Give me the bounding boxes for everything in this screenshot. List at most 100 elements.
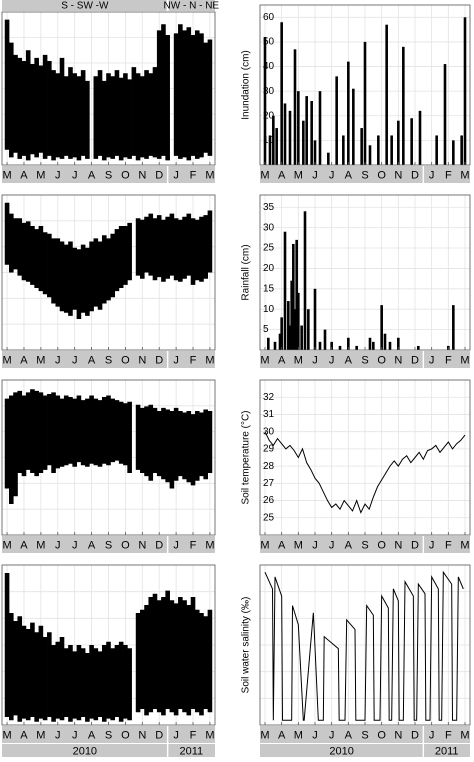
y-tick-label: 30 <box>263 222 275 233</box>
x-tick-label: M <box>36 539 45 551</box>
spike <box>397 337 400 350</box>
spike <box>335 76 338 165</box>
spike <box>383 333 387 350</box>
x-tick-label: J <box>173 539 179 551</box>
month-strip <box>168 166 215 183</box>
x-tick-label: S <box>361 354 368 366</box>
spike <box>402 46 405 165</box>
spike <box>418 110 422 165</box>
spike <box>363 41 367 165</box>
x-tick-label: O <box>121 169 130 181</box>
month-strip <box>260 536 423 553</box>
x-tick-label: D <box>155 539 163 551</box>
y-tick-label: 10 <box>263 304 275 315</box>
y-tick-label: 35 <box>263 202 275 213</box>
panel: S - SW -W NW - N - NEM A M J J A S O N D J F M <box>1 0 219 183</box>
spike <box>347 337 350 350</box>
x-tick-label: N <box>138 354 146 366</box>
x-tick-label: F <box>445 539 452 551</box>
month-strip <box>424 166 470 183</box>
x-tick-label: J <box>312 169 318 181</box>
x-tick-label: O <box>377 729 386 741</box>
x-tick-label: A <box>345 729 353 741</box>
month-strip <box>168 351 215 368</box>
month-strip <box>2 166 167 183</box>
x-tick-label: M <box>205 729 214 741</box>
spike <box>360 128 363 165</box>
spike <box>267 337 270 350</box>
x-tick-label: N <box>394 729 402 741</box>
spike <box>410 118 413 165</box>
x-tick-label: J <box>329 729 335 741</box>
x-tick-label: A <box>278 354 286 366</box>
x-tick-label: A <box>278 539 286 551</box>
year-label: 2010 <box>73 745 97 757</box>
spike <box>323 329 327 350</box>
x-tick-label: A <box>20 169 28 181</box>
x-tick-label: M <box>205 539 214 551</box>
x-tick-label: M <box>2 539 11 551</box>
x-tick-label: N <box>394 354 402 366</box>
y-tick-label: 30 <box>263 426 275 437</box>
x-tick-label: D <box>155 169 163 181</box>
y-tick-label: 25 <box>263 243 275 254</box>
year-strip <box>424 744 470 758</box>
spike <box>452 305 455 350</box>
spike <box>272 115 275 165</box>
x-tick-label: J <box>429 729 435 741</box>
x-tick-label: F <box>445 169 452 181</box>
x-tick-label: M <box>294 539 303 551</box>
y-axis-label: Rainfall (cm) <box>241 244 252 300</box>
spike <box>380 305 383 350</box>
x-tick-label: F <box>190 354 197 366</box>
x-tick-label: A <box>278 169 286 181</box>
x-tick-label: A <box>20 729 28 741</box>
spike <box>417 345 420 350</box>
spike <box>288 325 292 350</box>
spike <box>435 135 438 165</box>
x-tick-label: F <box>445 354 452 366</box>
month-strip <box>424 726 470 743</box>
x-tick-label: M <box>260 729 269 741</box>
year-strip <box>260 744 423 758</box>
x-tick-label: M <box>2 729 11 741</box>
x-tick-label: J <box>312 729 318 741</box>
year-strip <box>168 744 215 758</box>
x-tick-label: O <box>377 169 386 181</box>
year-strip <box>2 744 167 758</box>
y-axis-label: Soil temperature (°C) <box>241 410 252 504</box>
spike <box>307 309 310 350</box>
spike <box>313 288 317 350</box>
x-tick-label: M <box>460 354 469 366</box>
x-tick-label: M <box>260 169 269 181</box>
spike <box>463 17 467 165</box>
y-tick-label: 25 <box>263 512 275 523</box>
x-tick-label: A <box>278 729 286 741</box>
spike <box>327 152 330 165</box>
spike <box>310 101 313 165</box>
x-tick-label: O <box>121 729 130 741</box>
x-tick-label: D <box>411 169 419 181</box>
month-strip <box>2 726 167 743</box>
header-label: S - SW -W <box>61 1 109 12</box>
spike <box>303 211 307 350</box>
x-tick-label: A <box>88 169 96 181</box>
spike <box>313 140 317 165</box>
spike <box>302 120 305 165</box>
spike <box>372 341 375 350</box>
x-tick-label: J <box>72 354 78 366</box>
y-tick-label: 26 <box>263 495 275 506</box>
spike <box>278 333 282 350</box>
x-tick-label: M <box>260 539 269 551</box>
spike <box>330 341 333 350</box>
x-tick-label: O <box>377 354 386 366</box>
spike <box>280 22 283 165</box>
data-line <box>264 570 464 721</box>
x-tick-label: N <box>394 169 402 181</box>
x-tick-label: M <box>294 169 303 181</box>
spike <box>295 239 298 350</box>
x-tick-label: M <box>205 169 214 181</box>
y-axis-label: Soil water salinity (‰) <box>241 597 252 694</box>
y-tick-label: 28 <box>263 461 275 472</box>
x-tick-label: D <box>411 729 419 741</box>
